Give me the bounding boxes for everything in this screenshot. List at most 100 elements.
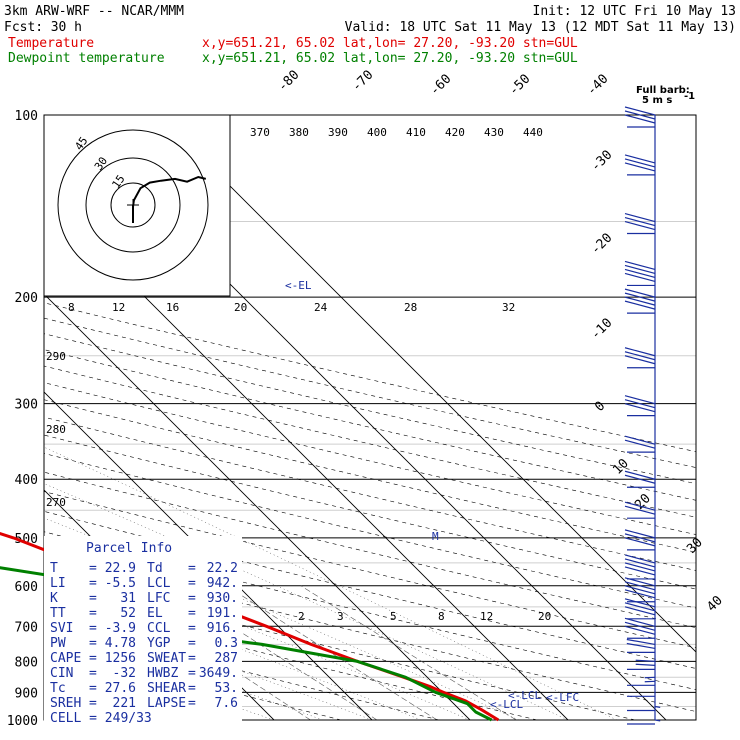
init-time: Init: 12 UTC Fri 10 May 13 bbox=[533, 4, 737, 19]
parcel-label: K bbox=[50, 591, 58, 606]
wind-barb bbox=[627, 719, 661, 725]
wind-barb-flag bbox=[624, 474, 656, 484]
parcel-label: CIN bbox=[50, 666, 73, 681]
parcel-value: -3.9 bbox=[105, 621, 136, 636]
dewpoint-profile-line bbox=[0, 566, 493, 722]
parcel-label: LAPSE bbox=[147, 696, 186, 711]
isotherm-label: -50 bbox=[506, 72, 533, 99]
parcel-eq: = bbox=[89, 651, 97, 666]
parcel-eq: = bbox=[89, 681, 97, 696]
parcel-cell-motion: CELL = 249/33 bbox=[50, 711, 152, 726]
parcel-eq: = bbox=[89, 591, 97, 606]
wind-legend-title: Full barb: bbox=[636, 85, 690, 96]
parcel-value: 221 bbox=[113, 696, 136, 711]
parcel-value: 7.6 bbox=[215, 696, 238, 711]
parcel-label: Tc bbox=[50, 681, 66, 696]
pressure-tick-label: 800 bbox=[15, 655, 38, 670]
parcel-info-row: Tc = 27.6 SHEAR = 53. bbox=[50, 681, 238, 696]
upper-axis-label: 24 bbox=[314, 301, 328, 314]
wind-barb-flag bbox=[624, 537, 656, 547]
annotation-el: <-EL bbox=[285, 279, 312, 292]
theta-label: 420 bbox=[445, 126, 465, 139]
isotherm-label: 0 bbox=[592, 399, 608, 415]
mixing-ratio-label: 8 bbox=[438, 610, 445, 623]
parcel-info-row: SREH = 221 LAPSE = 7.6 bbox=[50, 696, 238, 711]
parcel-eq: = bbox=[188, 636, 196, 651]
parcel-value: 27.6 bbox=[105, 681, 136, 696]
mixing-ratio-line bbox=[226, 585, 438, 720]
moist-adiabat-line bbox=[44, 446, 618, 720]
wind-barb-flag bbox=[624, 154, 656, 164]
hodograph-ring bbox=[110, 182, 156, 228]
wind-barb-flag bbox=[624, 296, 656, 306]
fcst-value: 30 h bbox=[51, 20, 82, 35]
parcel-eq: = bbox=[188, 591, 196, 606]
parcel-eq: = bbox=[188, 621, 196, 636]
wind-barb-flag bbox=[624, 581, 656, 591]
wind-barb bbox=[624, 260, 656, 287]
isotherm-label: -10 bbox=[588, 316, 615, 343]
parcel-label: HWBZ bbox=[147, 666, 178, 681]
wind-barb-flag bbox=[635, 659, 656, 662]
parcel-value: 942. bbox=[207, 576, 238, 591]
wind-barb-flag bbox=[624, 300, 656, 310]
pressure-tick-label: 200 bbox=[15, 291, 38, 306]
parcel-eq: = bbox=[89, 696, 97, 711]
wind-barb-flag bbox=[624, 395, 656, 405]
parcel-eq: = bbox=[89, 561, 97, 576]
isotherm-label: -60 bbox=[427, 72, 454, 99]
theta-label: 410 bbox=[406, 126, 426, 139]
isotherm-label: -40 bbox=[584, 72, 611, 99]
wind-barb-flag bbox=[624, 399, 656, 409]
wind-barb bbox=[624, 617, 656, 639]
parcel-label: CAPE bbox=[50, 651, 81, 666]
wind-barb-flag bbox=[624, 621, 656, 631]
parcel-eq: = bbox=[188, 651, 196, 666]
parcel-info-row: CIN = -32 HWBZ = 3649. bbox=[50, 666, 238, 681]
mixing-ratio-label: 2 bbox=[298, 610, 305, 623]
parcel-info-background bbox=[44, 536, 242, 730]
annotation-lcl-surface: <-LCL bbox=[490, 698, 523, 711]
parcel-label: CCL bbox=[147, 621, 171, 636]
parcel-value: 916. bbox=[207, 621, 238, 636]
wind-barb bbox=[624, 554, 656, 580]
mixing-ratio-label: 5 bbox=[390, 610, 397, 623]
wind-barb bbox=[627, 692, 656, 697]
parcel-label: Td bbox=[147, 561, 163, 576]
dewpoint-legend-label: Dewpoint temperature bbox=[8, 51, 165, 66]
pressure-tick-label: 600 bbox=[15, 580, 38, 595]
parcel-eq: = bbox=[89, 621, 97, 636]
fcst-label: Fcst: bbox=[4, 20, 43, 35]
parcel-value: 930. bbox=[207, 591, 238, 606]
wind-barb-flag bbox=[624, 292, 656, 302]
theta-label: 430 bbox=[484, 126, 504, 139]
mixing-ratio-label: 12 bbox=[480, 610, 493, 623]
parcel-info-row: TT = 52 EL = 191. bbox=[50, 606, 238, 621]
dewpoint-location-info: x,y=651.21, 65.02 lat,lon= 27.20, -93.20… bbox=[202, 51, 578, 66]
parcel-label: YGP bbox=[147, 636, 171, 651]
parcel-value: -5.5 bbox=[105, 576, 136, 591]
mixing-ratio-label: 20 bbox=[538, 610, 551, 623]
wind-barb-flag bbox=[624, 114, 656, 124]
theta-label: 380 bbox=[289, 126, 309, 139]
hodograph-trace bbox=[132, 175, 207, 208]
parcel-label: LFC bbox=[147, 591, 170, 606]
wind-barb-flag bbox=[624, 403, 656, 413]
dry-adiabat-line bbox=[44, 471, 696, 629]
wind-barb-flag bbox=[624, 216, 656, 227]
parcel-label: TT bbox=[50, 606, 66, 621]
wind-barb-flag bbox=[635, 663, 656, 666]
wind-legend-value: 5 m s bbox=[642, 95, 672, 106]
hodograph-ring-label: 30 bbox=[92, 155, 110, 173]
parcel-label: SREH bbox=[50, 696, 81, 711]
upper-axis-label: 32 bbox=[502, 301, 515, 314]
isotherm-label: 10 bbox=[610, 456, 632, 478]
annotation-lfc: <-LFC bbox=[546, 691, 579, 704]
pressure-tick-label: 700 bbox=[15, 620, 38, 635]
parcel-eq: = bbox=[188, 576, 196, 591]
parcel-info-row: T = 22.9 Td = 22.2 bbox=[50, 561, 238, 576]
mixing-ratio-label: 3 bbox=[337, 610, 344, 623]
wind-barb-flag bbox=[624, 347, 656, 357]
wind-barb bbox=[624, 470, 656, 488]
